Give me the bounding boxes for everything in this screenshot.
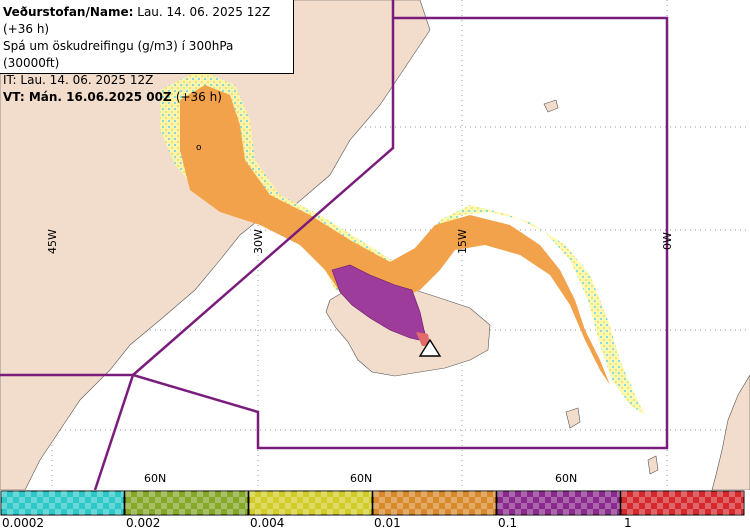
legend-swatch [0,490,125,516]
longitude-label-45w: 45W [46,229,59,254]
legend-swatch [124,490,249,516]
latitude-label: 60N [350,472,372,485]
forecast-description: Spá um öskudreifingu (g/m3) í 300hPa (30… [3,39,234,70]
concentration-legend [0,490,745,516]
island [647,455,659,475]
vt-offset: (+36 h) [175,90,222,104]
latitude-label: 60N [144,472,166,485]
issue-time-line: IT: Lau. 14. 06. 2025 12Z [3,73,154,87]
island [565,407,581,429]
name-label: Veðurstofan/Name: [3,5,134,19]
scandinavia-landmass [711,374,750,490]
legend-swatch [620,490,745,516]
vt-value: Mán. 16.06.2025 00Z [28,90,172,104]
legend-swatch [248,490,373,516]
legend-bars [0,490,745,516]
legend-tick: 1 [624,516,632,530]
latitude-label: 60N [555,472,577,485]
airspace-boundary [0,0,669,490]
name-line: Veðurstofan/Name: Lau. 14. 06. 2025 12Z … [3,4,293,38]
forecast-info-box: Veðurstofan/Name: Lau. 14. 06. 2025 12Z … [0,0,294,104]
longitude-label-30w: 30W [252,229,265,254]
valid-time-line: VT: Mán. 16.06.2025 00Z (+36 h) [3,89,293,106]
legend-swatch [372,490,497,516]
longitude-label-0w: 0W [661,232,674,250]
island [543,99,559,113]
point-label: o [196,143,202,153]
legend-tick: 0.0002 [2,516,44,530]
legend-tick: 0.1 [498,516,518,530]
legend-tick: 0.004 [250,516,285,530]
ash-plume-core [180,85,610,385]
greenland-landmass [0,0,431,490]
legend-swatch [496,490,621,516]
legend-tick: 0.002 [126,516,161,530]
ash-dispersion-map: o 45W 30W 15W 0W 60N 60N 60N [0,0,750,490]
ash-plume-very-high [416,332,430,346]
longitude-label-15w: 15W [456,229,469,254]
name-value: Lau. 14. 06. 2025 12Z (+36 h) [3,5,271,36]
volcano-marker-icon [418,338,442,357]
vt-label: VT: [3,90,25,104]
legend-tick: 0.01 [374,516,401,530]
